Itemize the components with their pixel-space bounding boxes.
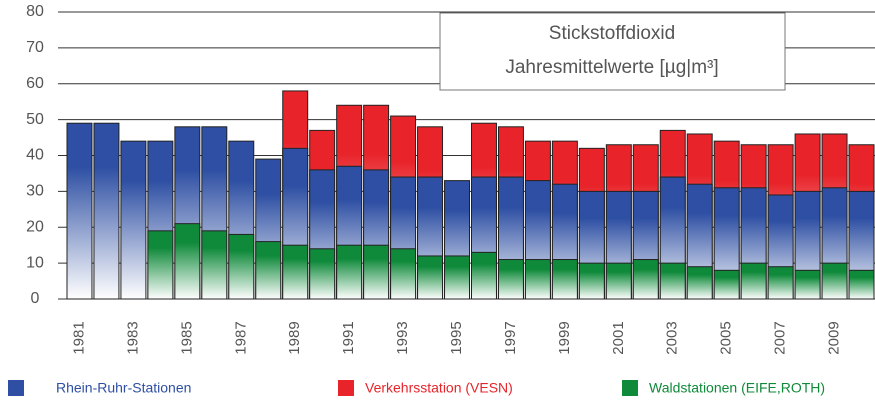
chart-title: Stickstoffdioxid [549, 23, 675, 44]
bar [551, 259, 578, 300]
y-tick-label: 20 [26, 218, 44, 235]
bar [282, 244, 309, 300]
x-tick-label: 2007 [772, 321, 789, 354]
bars [66, 90, 875, 300]
legend-swatch [8, 380, 24, 396]
bar [66, 122, 93, 300]
bar [821, 262, 848, 300]
bar [93, 122, 120, 300]
y-tick-label: 80 [26, 3, 44, 20]
bar [632, 259, 659, 300]
bar [794, 269, 821, 300]
bar [713, 269, 740, 300]
bar [363, 244, 390, 300]
y-tick-label: 50 [26, 111, 44, 128]
x-tick-label: 1989 [286, 321, 303, 354]
y-tick-label: 70 [26, 39, 44, 56]
bar [848, 269, 875, 300]
bar [390, 248, 417, 300]
bar [417, 255, 444, 300]
bar [659, 262, 686, 300]
bar [524, 259, 551, 300]
bar [497, 259, 524, 300]
bar [201, 230, 228, 300]
x-tick-label: 1981 [70, 321, 87, 354]
bar [767, 266, 794, 300]
legend-label: Waldstationen (EIFE,ROTH) [649, 380, 825, 396]
chart-subtitle: Jahresmittelwerte [µg|m³] [505, 57, 718, 78]
legend-label: Verkehrsstation (VESN) [365, 380, 513, 396]
bar [309, 248, 336, 300]
x-tick-label: 1985 [178, 321, 195, 354]
x-tick-label: 1987 [232, 321, 249, 354]
y-tick-label: 60 [26, 75, 44, 92]
bar [444, 255, 470, 300]
x-tick-label: 1993 [394, 321, 411, 354]
x-tick-label: 1995 [448, 321, 465, 354]
legend-label: Rhein-Ruhr-Stationen [56, 380, 191, 396]
y-tick-label: 30 [26, 183, 44, 200]
bar [605, 262, 632, 300]
bar [740, 262, 767, 300]
x-tick-label: 2005 [718, 321, 735, 354]
x-tick-label: 2009 [826, 321, 843, 354]
bar [228, 233, 255, 300]
x-tick-label: 1983 [124, 321, 141, 354]
x-tick-label: 1991 [340, 321, 357, 354]
x-tick-label: 1997 [502, 321, 519, 354]
title-box [439, 12, 786, 91]
bar [686, 266, 713, 300]
bar [336, 244, 363, 300]
y-tick-label: 40 [26, 147, 44, 164]
y-tick-label: 0 [31, 290, 40, 307]
x-tick-label: 2001 [610, 321, 627, 354]
y-tick-label: 10 [26, 254, 44, 271]
bar [255, 241, 282, 300]
x-tick-label: 1999 [556, 321, 573, 354]
bar [471, 251, 497, 300]
bar [120, 140, 147, 300]
x-tick-label: 2003 [664, 321, 681, 354]
legend-swatch [622, 380, 638, 396]
bar [174, 223, 201, 300]
legend-swatch [338, 380, 354, 396]
bar [578, 262, 605, 300]
bar [147, 230, 174, 300]
